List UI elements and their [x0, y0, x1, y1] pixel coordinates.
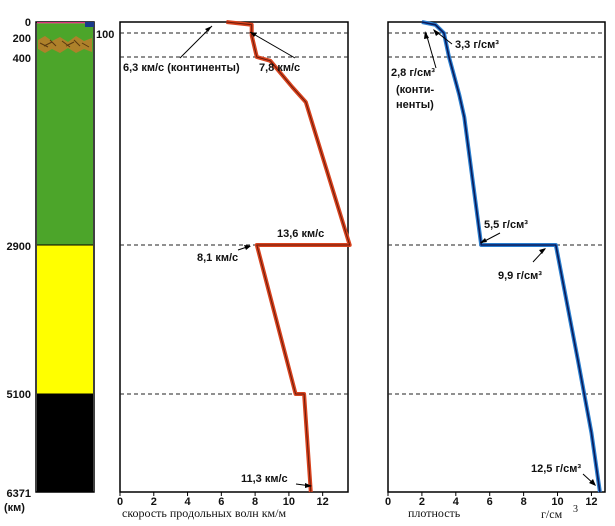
velocity_panel-tick-label-0: 0 [117, 496, 123, 508]
depth-tick-200: 200 [13, 33, 31, 45]
density-label-continents-word1: (конти- [396, 84, 435, 96]
layer-inner-core [37, 394, 93, 492]
ocean-strip [85, 22, 94, 27]
velocity_panel-tick-label-4: 8 [252, 496, 258, 508]
depth-tick-2900: 2900 [7, 241, 31, 253]
velocity-profile-outline [226, 21, 351, 493]
velocity-profile-line [226, 20, 352, 493]
velocity_panel-tick-label-3: 6 [218, 496, 224, 508]
density-label-mantle-bottom: 5,5 г/см³ [484, 219, 528, 231]
velocity_panel-tick-label-6: 12 [317, 496, 329, 508]
depth-tick-400: 400 [13, 53, 31, 65]
density-axis-unit-exponent: 3 [573, 504, 578, 515]
velocity-panel: 0 2 4 6 8 10 12 6,3 км/с (континенты) 7,8 км/с… [117, 20, 352, 520]
velocity-label-continents: 6,3 км/с (континенты) [123, 62, 240, 74]
density_panel-tick-label-6: 12 [585, 496, 597, 508]
density_panel-tick-label-2: 4 [453, 496, 460, 508]
layer-crust-strip [37, 22, 93, 24]
density-label-continents-value: 2,8 г/см³ [391, 67, 435, 79]
density-axis-caption: плотность [408, 506, 461, 520]
density_panel-tick-label-3: 6 [487, 496, 493, 508]
depth-tick-6371: 6371 [7, 488, 31, 500]
velocity-annotations: 6,3 км/с (континенты) 7,8 км/с 13,6 км/с… [123, 25, 324, 488]
velocity_panel-tick-label-1: 2 [151, 496, 157, 508]
depth-tick-0: 0 [25, 17, 31, 29]
layer-lower-mantle [37, 57, 93, 245]
velocity-label-mantle-bottom: 13,6 км/с [277, 228, 324, 240]
velocity-dashed-lines [120, 32, 348, 395]
density-panel-frame [387, 21, 606, 493]
velocity-label-upper: 7,8 км/с [259, 62, 300, 74]
depth-tick-5100: 5100 [7, 389, 31, 401]
velocity-axis-caption: скорость продольных волн км/м [122, 506, 286, 520]
density_panel-tick-label-4: 8 [521, 496, 527, 508]
density_panel-tick-label-1: 2 [419, 496, 425, 508]
density-panel: 0 2 4 6 8 10 12 3,3 г/см³ 2,8 г/см³ (конти- не… [385, 20, 606, 521]
density_panel-tick-label-0: 0 [385, 496, 391, 508]
velocity-label-center: 11,3 км/с [241, 473, 288, 485]
depth-unit: (км) [4, 502, 25, 514]
layer-outer-core [37, 245, 93, 394]
density-label-center: 12,5 г/см³ [531, 463, 581, 475]
density-x-ticks: 0 2 4 6 8 10 12 [385, 492, 598, 508]
depth-column: 0 200 400 2900 5100 6371 (км) 100 [4, 17, 114, 514]
density-profile-outline [421, 21, 601, 493]
velocity-label-core-top: 8,1 км/с [197, 252, 238, 264]
velocity_panel-tick-label-5: 10 [283, 496, 295, 508]
density_panel-tick-label-5: 10 [551, 496, 563, 508]
velocity_panel-tick-label-2: 4 [184, 496, 191, 508]
density-profile-line [421, 20, 602, 493]
density-label-continents-word2: ненты) [396, 99, 434, 111]
density-label-core-top: 9,9 г/см³ [498, 270, 542, 282]
density-axis-unit: г/см [541, 507, 563, 521]
crust-pattern [38, 36, 92, 53]
depth-mark-100: 100 [96, 29, 114, 41]
density-annotations: 3,3 г/см³ 2,8 г/см³ (конти- ненты) 5,5 г… [391, 29, 596, 486]
density-label-upper: 3,3 г/см³ [455, 39, 499, 51]
velocity-x-ticks: 0 2 4 6 8 10 12 [117, 492, 329, 508]
